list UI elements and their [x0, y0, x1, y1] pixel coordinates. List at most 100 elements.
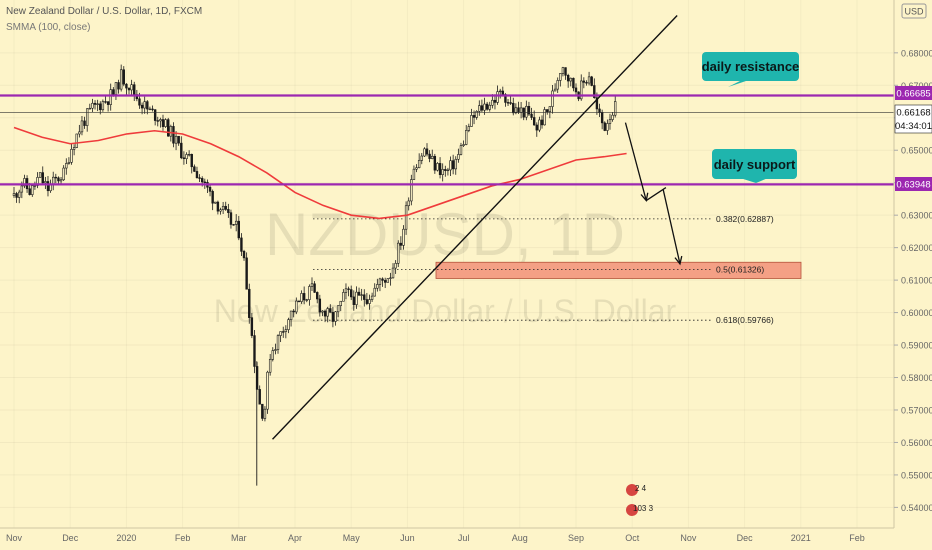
candle-body: [465, 130, 468, 145]
price-tick-label: 0.58000: [901, 373, 932, 383]
candle-body: [538, 119, 541, 131]
candle-body: [310, 283, 314, 287]
time-tick-label: May: [343, 533, 361, 543]
candle-body: [532, 117, 536, 126]
candle-body: [551, 90, 554, 107]
candle-body: [501, 90, 505, 95]
candle-body: [512, 102, 515, 114]
candle-body: [44, 181, 47, 184]
candle-body: [373, 287, 376, 297]
time-tick-label: Sep: [568, 533, 584, 543]
candle-body: [323, 310, 327, 317]
candle-body: [590, 76, 593, 86]
candle-body: [509, 102, 512, 104]
candle-body: [234, 220, 238, 225]
candle-body: [308, 286, 311, 300]
smma-layer: [13, 126, 627, 220]
candle-body: [227, 209, 230, 213]
candle-body: [587, 76, 591, 84]
events-badge[interactable]: 2 4 103 3: [626, 484, 654, 516]
candle-body: [559, 73, 562, 81]
candle-body: [18, 191, 21, 198]
candle-body: [428, 153, 431, 159]
candle-body: [365, 299, 369, 304]
candle-body: [114, 82, 118, 95]
candle-body: [425, 148, 429, 155]
candle-body: [431, 155, 434, 159]
candle-body: [140, 104, 144, 109]
candle-body: [391, 267, 395, 279]
candle-body: [104, 101, 107, 103]
candle-body: [143, 101, 146, 109]
time-tick-label: Oct: [625, 533, 640, 543]
time-tick-label: Feb: [849, 533, 865, 543]
candle-body: [600, 112, 604, 124]
candle-body: [556, 80, 559, 90]
candle-body: [106, 101, 110, 105]
projection-arrow: [624, 122, 647, 201]
candle-body: [72, 147, 76, 150]
candle-body: [263, 408, 267, 419]
candle-body: [446, 169, 450, 172]
candle-body: [198, 177, 201, 179]
candle-body: [462, 144, 465, 146]
current-price: 0.66168: [896, 108, 930, 119]
price-tick-label: 0.62000: [901, 243, 932, 253]
candle-body: [438, 163, 442, 175]
candle-body: [470, 115, 473, 127]
candle-body: [119, 69, 123, 90]
candle-body: [530, 113, 533, 118]
fib-zone: [435, 261, 802, 279]
candle-body: [112, 89, 115, 95]
candle-body: [352, 296, 356, 305]
support-callout: daily support: [712, 149, 797, 183]
candle-body: [336, 305, 340, 313]
current-price-tag: 0.66168 04:34:01: [894, 104, 932, 134]
candle-body: [153, 109, 157, 121]
candle-body: [569, 77, 572, 82]
candle-body: [216, 201, 220, 212]
candle-body: [410, 179, 413, 202]
candle-body: [201, 178, 204, 183]
candle-body: [506, 102, 510, 104]
candle-body: [347, 288, 350, 290]
candle-body: [219, 209, 222, 212]
candle-body: [553, 88, 557, 92]
candle-body: [268, 359, 272, 373]
candle-body: [436, 163, 439, 171]
price-tick-label: 0.61000: [901, 276, 932, 286]
candle-body: [15, 193, 18, 198]
candle-body: [282, 331, 285, 333]
resistance-price: 0.66685: [896, 89, 930, 100]
candle-body: [237, 220, 240, 239]
fibonacci-levels: 0.382(0.62887) 0.5(0.61326) 0.618(0.59766): [313, 214, 802, 325]
candle-body: [65, 163, 68, 169]
candle-body: [130, 84, 133, 91]
candle-body: [580, 80, 583, 100]
candle-body: [386, 278, 389, 283]
candle-body: [614, 101, 617, 116]
candle-body: [127, 87, 131, 91]
candle-body: [279, 331, 282, 336]
candle-body: [67, 162, 71, 164]
candle-body: [91, 102, 94, 109]
currency-button[interactable]: USD: [901, 3, 927, 19]
candle-body: [360, 294, 363, 296]
candle-body: [331, 312, 335, 322]
candle-body: [78, 131, 81, 135]
candle-body: [182, 157, 186, 160]
candle-body: [368, 299, 371, 304]
candle-countdown: 04:34:01: [895, 121, 932, 132]
candle-body: [574, 87, 578, 93]
candle-body: [449, 160, 452, 171]
candle-body: [122, 69, 125, 85]
candle-body: [496, 91, 499, 103]
candle-body: [305, 299, 308, 301]
candle-body: [517, 107, 520, 113]
time-tick-label: Jun: [400, 533, 415, 543]
candle-body: [253, 335, 256, 367]
candle-body: [483, 103, 486, 111]
time-tick-label: Mar: [231, 533, 247, 543]
candle-body: [172, 126, 175, 144]
